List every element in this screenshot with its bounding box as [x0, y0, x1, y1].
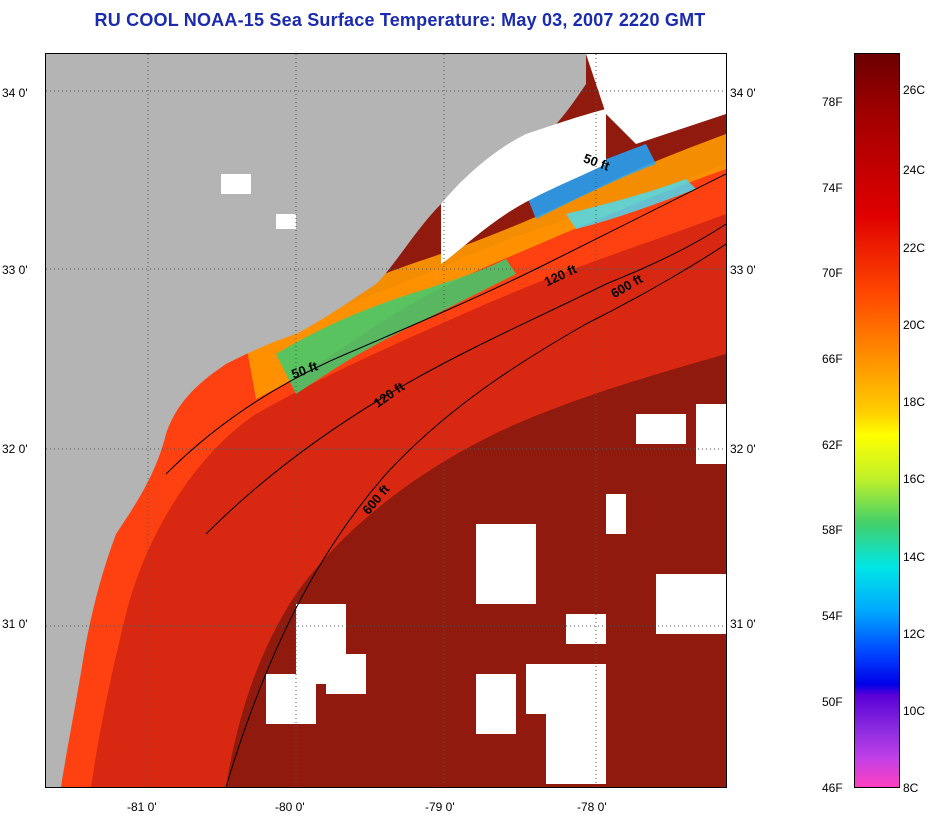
colorbar-c-label: 10C — [903, 704, 926, 718]
lat-label-right: 34 0' — [730, 86, 756, 100]
colorbar-f-label: 46F — [822, 781, 843, 795]
lat-label: 33 0' — [2, 263, 28, 277]
colorbar-f-label: 54F — [822, 609, 843, 623]
lon-label: -78 0' — [577, 800, 607, 814]
sst-map-graphic — [46, 54, 726, 787]
lon-label: -81 0' — [127, 800, 157, 814]
colorbar-c-label: 14C — [903, 550, 926, 564]
lat-label-right: 32 0' — [730, 442, 756, 456]
lat-label: 31 0' — [2, 617, 28, 631]
sst-map — [45, 53, 727, 788]
colorbar-c-label: 8C — [903, 781, 919, 795]
lat-label-right: 33 0' — [730, 263, 756, 277]
lat-label: 32 0' — [2, 442, 28, 456]
map-title: RU COOL NOAA-15 Sea Surface Temperature:… — [94, 10, 706, 30]
colorbar-c-label: 22C — [903, 241, 926, 255]
lon-label: -79 0' — [425, 800, 455, 814]
colorbar-f-label: 70F — [822, 266, 843, 280]
colorbar-f-label: 74F — [822, 181, 843, 195]
colorbar-c-label: 20C — [903, 318, 926, 332]
colorbar-f-label: 58F — [822, 523, 843, 537]
colorbar-f-label: 62F — [822, 438, 843, 452]
colorbar-c-label: 18C — [903, 395, 926, 409]
lon-label: -80 0' — [275, 800, 305, 814]
colorbar-f-label: 50F — [822, 695, 843, 709]
colorbar-f-label: 78F — [822, 95, 843, 109]
colorbar-c-label: 26C — [903, 83, 926, 97]
lat-label: 34 0' — [2, 86, 28, 100]
colorbar-f-label: 66F — [822, 352, 843, 366]
colorbar-c-label: 16C — [903, 472, 926, 486]
colorbar-c-label: 24C — [903, 163, 926, 177]
lat-label-right: 31 0' — [730, 617, 756, 631]
colorbar-c-label: 12C — [903, 627, 926, 641]
temperature-colorbar — [854, 53, 900, 788]
